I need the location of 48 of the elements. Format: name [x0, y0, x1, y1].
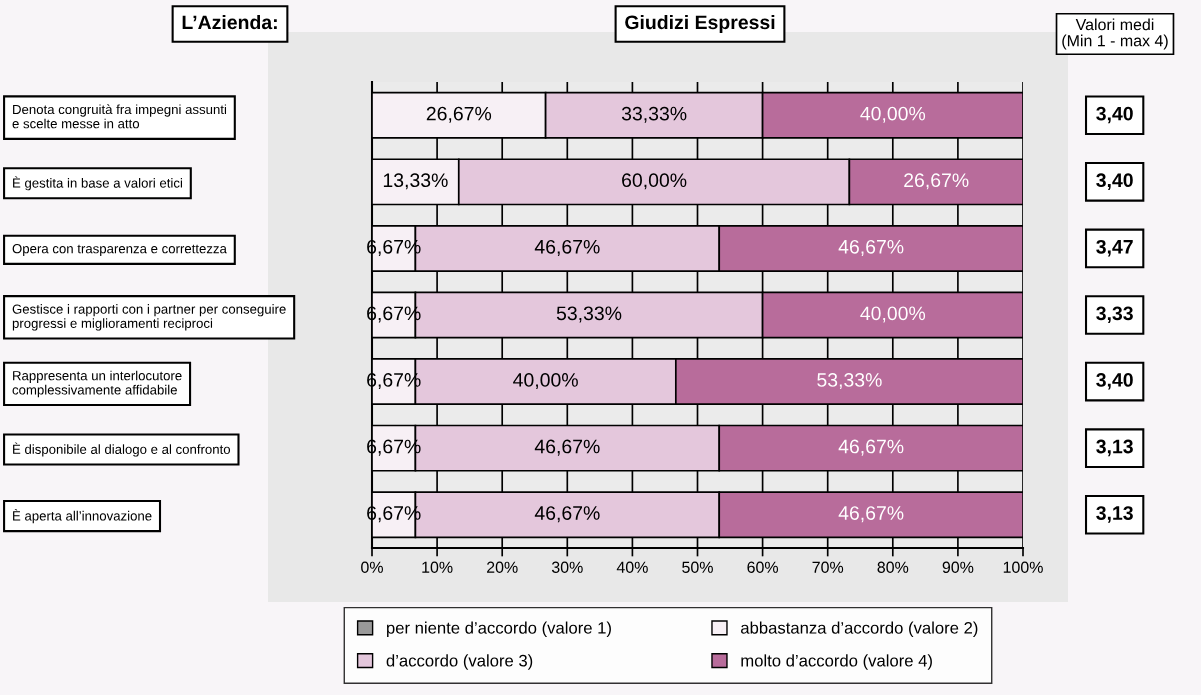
- text: 3,33: [1096, 306, 1133, 324]
- x-tick-label: 0%: [361, 561, 383, 573]
- y-tick-label: È aperta all’innovazione: [13, 508, 152, 524]
- x-tick-label: 30%: [551, 561, 583, 573]
- y-tick-label: Gestisce i rapporti con i partner per conseguire progressi e miglioramenti reciproci: [12, 304, 286, 331]
- data-label: 40,00%: [513, 373, 578, 390]
- data-label: 46,67%: [838, 506, 904, 523]
- x-tick-label: 50%: [682, 561, 713, 573]
- data-label: 46,67%: [534, 439, 600, 456]
- x-tick-label: 80%: [877, 561, 909, 573]
- y-tick-label: È disponibile al dialogo e al confronto: [13, 442, 231, 457]
- data-label: 53,33%: [556, 306, 622, 323]
- y-axis-title: L’Azienda:: [182, 14, 277, 30]
- x-tick-label: 100%: [1003, 561, 1043, 573]
- data-label: 40,00%: [860, 106, 926, 123]
- chart-title: Giudizi Espressi: [625, 14, 775, 34]
- data-label: 46,67%: [838, 239, 904, 256]
- data-label: 53,33%: [817, 373, 882, 390]
- text: 3,13: [1096, 439, 1133, 457]
- data-label: 40,00%: [860, 306, 926, 323]
- y-tick-label: Denota congruità fra impegni assunti e scelte messe in atto: [12, 104, 227, 129]
- x-tick-label: 70%: [812, 561, 844, 573]
- y-tick-label: Opera con trasparenza e correttezza: [12, 244, 227, 256]
- data-label: 13,33%: [383, 173, 448, 190]
- x-tick-label: 60%: [747, 561, 779, 573]
- data-label: 46,67%: [838, 439, 904, 456]
- x-tick-label: 40%: [616, 561, 648, 573]
- text: 3,40: [1096, 173, 1133, 190]
- legend-label: molto d’accordo (valore 4): [741, 654, 932, 670]
- data-label: 26,67%: [904, 173, 969, 190]
- data-label: 60,00%: [622, 173, 687, 190]
- x-tick-label: 10%: [422, 561, 453, 573]
- text: 3,13: [1096, 506, 1133, 523]
- text: 3,47: [1096, 239, 1133, 257]
- text: 3,40: [1096, 373, 1133, 390]
- text: 3,40: [1096, 106, 1133, 124]
- text: Valori medi (Min 1 - max 4): [1062, 18, 1168, 50]
- x-tick-label: 90%: [942, 561, 974, 573]
- data-label: 26,67%: [426, 106, 492, 123]
- y-tick-label: È gestita in base a valori etici: [13, 176, 182, 191]
- legend-label: abbastanza d’accordo (valore 2): [741, 621, 978, 638]
- data-label: 33,33%: [621, 106, 687, 123]
- x-tick-label: 20%: [487, 561, 518, 573]
- y-tick-label: Rappresenta un interlocutore complessivamente affidabile: [12, 370, 182, 398]
- legend-label: per niente d’accordo (valore 1): [387, 621, 611, 638]
- data-label: 46,67%: [534, 239, 600, 256]
- legend-label: d’accordo (valore 3): [386, 654, 533, 670]
- data-label: 46,67%: [534, 506, 600, 523]
